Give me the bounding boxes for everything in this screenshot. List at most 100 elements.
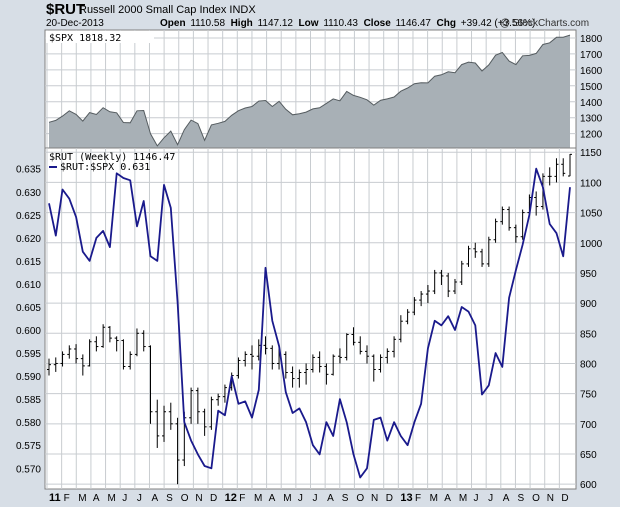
low-value: 1110.43 — [323, 18, 358, 29]
ohlc-bar — [121, 339, 126, 370]
ohlc-bar — [385, 348, 390, 364]
ohlc-bar — [53, 357, 58, 372]
left-y-tick-label: 0.630 — [16, 188, 41, 199]
ohlc-bar — [371, 354, 376, 382]
high-label: High — [230, 18, 253, 29]
ohlc-bar — [439, 269, 444, 286]
ohlc-bar — [202, 408, 207, 436]
ohlc-readout: Open 1110.58 High 1147.12 Low 1110.43 Cl… — [160, 18, 535, 29]
ratio-line — [48, 167, 571, 479]
ratio-legend: $RUT:$SPX 0.631 — [60, 162, 150, 173]
rut-legend: $RUT (Weekly) 1146.47 — [49, 152, 175, 163]
x-tick-label: M — [108, 493, 116, 504]
ohlc-bar — [243, 351, 248, 367]
ohlc-bar — [358, 336, 363, 355]
x-tick-label: J — [298, 493, 303, 504]
x-tick-label: 12 — [225, 492, 237, 504]
ohlc-bar — [80, 354, 85, 376]
ohlc-bar — [175, 417, 180, 485]
ohlc-bar — [209, 396, 214, 430]
ohlc-bar — [337, 348, 342, 364]
ohlc-bar — [452, 278, 457, 295]
spx-y-tick-label: 1600 — [580, 66, 603, 77]
left-y-tick-label: 0.595 — [16, 349, 41, 360]
left-y-tick-label: 0.575 — [16, 441, 41, 452]
x-tick-label: A — [327, 493, 334, 504]
ohlc-bar — [507, 206, 512, 231]
ohlc-bar — [195, 387, 200, 424]
right-y-tick-label: 750 — [580, 390, 597, 401]
ohlc-bar — [398, 315, 403, 343]
ohlc-bar — [419, 291, 424, 307]
left-y-tick-label: 0.570 — [16, 464, 41, 475]
ohlc-bar — [162, 405, 167, 442]
left-y-tick-label: 0.620 — [16, 234, 41, 245]
x-axis: 11 F M A M J J A S O N D 12 F M A M J J A S O N D 13 F M A M J J A S O N D — [49, 492, 569, 504]
left-y-tick-label: 0.605 — [16, 303, 41, 314]
ohlc-bar — [520, 209, 525, 240]
ohlc-bar — [554, 158, 559, 183]
ohlc-bar — [486, 236, 491, 267]
left-y-tick-label: 0.635 — [16, 165, 41, 176]
ohlc-bar — [561, 158, 566, 177]
right-y-tick-label: 950 — [580, 269, 597, 280]
x-tick-label: M — [283, 493, 291, 504]
ohlc-bar — [101, 324, 106, 348]
ohlc-bar — [378, 354, 383, 373]
ohlc-bar — [331, 354, 336, 376]
x-tick-label: S — [342, 493, 349, 504]
right-y-tick-label: 1100 — [580, 178, 602, 189]
right-y-tick-label: 800 — [580, 359, 597, 370]
left-y-tick-label: 0.610 — [16, 280, 41, 291]
x-tick-label: O — [181, 493, 189, 504]
ohlc-bar — [263, 336, 268, 355]
close-label: Close — [363, 18, 391, 29]
ohlc-bar — [534, 191, 539, 216]
open-label: Open — [160, 18, 186, 29]
x-tick-label: M — [254, 493, 262, 504]
ohlc-bar — [189, 387, 194, 424]
left-y-tick-label: 0.590 — [16, 372, 41, 383]
right-y-tick-label: 1150 — [580, 148, 602, 159]
spx-panel: 1200 1300 1400 1500 1600 1700 1800 $SPX 1818.3… — [44, 29, 603, 149]
ohlc-bar — [324, 363, 329, 385]
high-value: 1147.12 — [257, 18, 293, 29]
ohlc-bar — [290, 366, 295, 388]
ohlc-bar — [114, 336, 119, 352]
watermark: @ StockCharts.com — [500, 18, 590, 29]
ohlc-bar — [47, 358, 51, 376]
x-tick-label: J — [122, 493, 127, 504]
left-y-axis: 0.570 0.575 0.580 0.585 0.590 0.595 0.600 0.605… — [16, 165, 41, 476]
ohlc-bar — [493, 218, 498, 243]
left-y-tick-label: 0.580 — [16, 418, 41, 429]
x-tick-label: D — [561, 493, 568, 504]
right-y-tick-label: 700 — [580, 420, 597, 431]
right-y-tick-label: 1000 — [580, 239, 603, 250]
ohlc-bar — [500, 206, 505, 225]
chg-label: Chg — [436, 18, 456, 29]
x-tick-label: M — [78, 493, 86, 504]
right-y-tick-label: 1050 — [580, 209, 603, 220]
x-tick-label: A — [93, 493, 100, 504]
x-tick-label: F — [415, 493, 421, 504]
ohlc-bar — [134, 328, 139, 357]
ohlc-bar — [216, 393, 221, 406]
x-tick-label: O — [532, 493, 540, 504]
right-y-tick-label: 900 — [580, 299, 597, 310]
x-tick-label: D — [210, 493, 217, 504]
right-y-axis: 600 650 700 750 800 850 900 950 1000 1050 1100 1150 — [580, 148, 603, 491]
spx-y-tick-label: 1700 — [580, 50, 603, 61]
ohlc-bar — [513, 224, 518, 243]
ohlc-bar — [412, 297, 417, 316]
x-tick-label: M — [459, 493, 467, 504]
ohlc-bar — [446, 272, 451, 298]
ohlc-bar — [141, 330, 146, 352]
x-tick-label: S — [166, 493, 173, 504]
spx-legend: $SPX 1818.32 — [49, 33, 121, 44]
left-y-tick-label: 0.600 — [16, 326, 41, 337]
close-value: 1146.47 — [395, 18, 431, 29]
x-tick-label: 11 — [49, 492, 61, 504]
chg-value: +39.42 (+3.56%) — [460, 18, 536, 29]
